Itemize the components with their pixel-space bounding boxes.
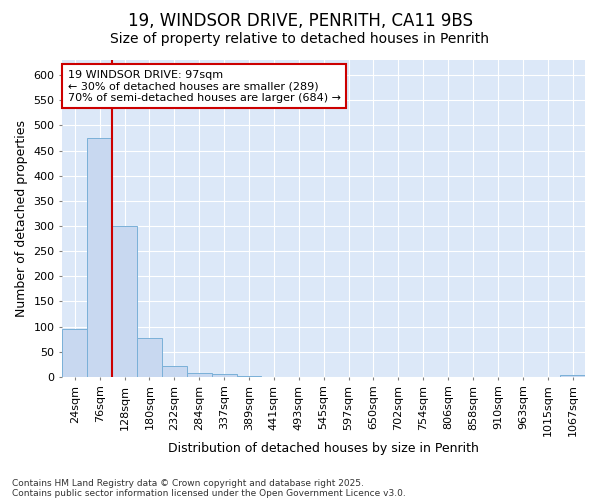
Bar [137,338,162,377]
Bar [560,376,585,377]
Text: 19 WINDSOR DRIVE: 97sqm
← 30% of detached houses are smaller (289)
70% of semi-d: 19 WINDSOR DRIVE: 97sqm ← 30% of detache… [68,70,341,102]
Bar [162,366,187,377]
Text: Size of property relative to detached houses in Penrith: Size of property relative to detached ho… [110,32,490,46]
Text: Contains public sector information licensed under the Open Government Licence v3: Contains public sector information licen… [12,488,406,498]
Bar [212,374,236,377]
Bar [62,329,87,377]
Y-axis label: Number of detached properties: Number of detached properties [15,120,28,317]
Bar [187,373,212,377]
Bar [112,226,137,377]
Text: 19, WINDSOR DRIVE, PENRITH, CA11 9BS: 19, WINDSOR DRIVE, PENRITH, CA11 9BS [128,12,473,30]
Text: Contains HM Land Registry data © Crown copyright and database right 2025.: Contains HM Land Registry data © Crown c… [12,478,364,488]
Bar [87,138,112,377]
X-axis label: Distribution of detached houses by size in Penrith: Distribution of detached houses by size … [168,442,479,455]
Bar [236,376,262,377]
